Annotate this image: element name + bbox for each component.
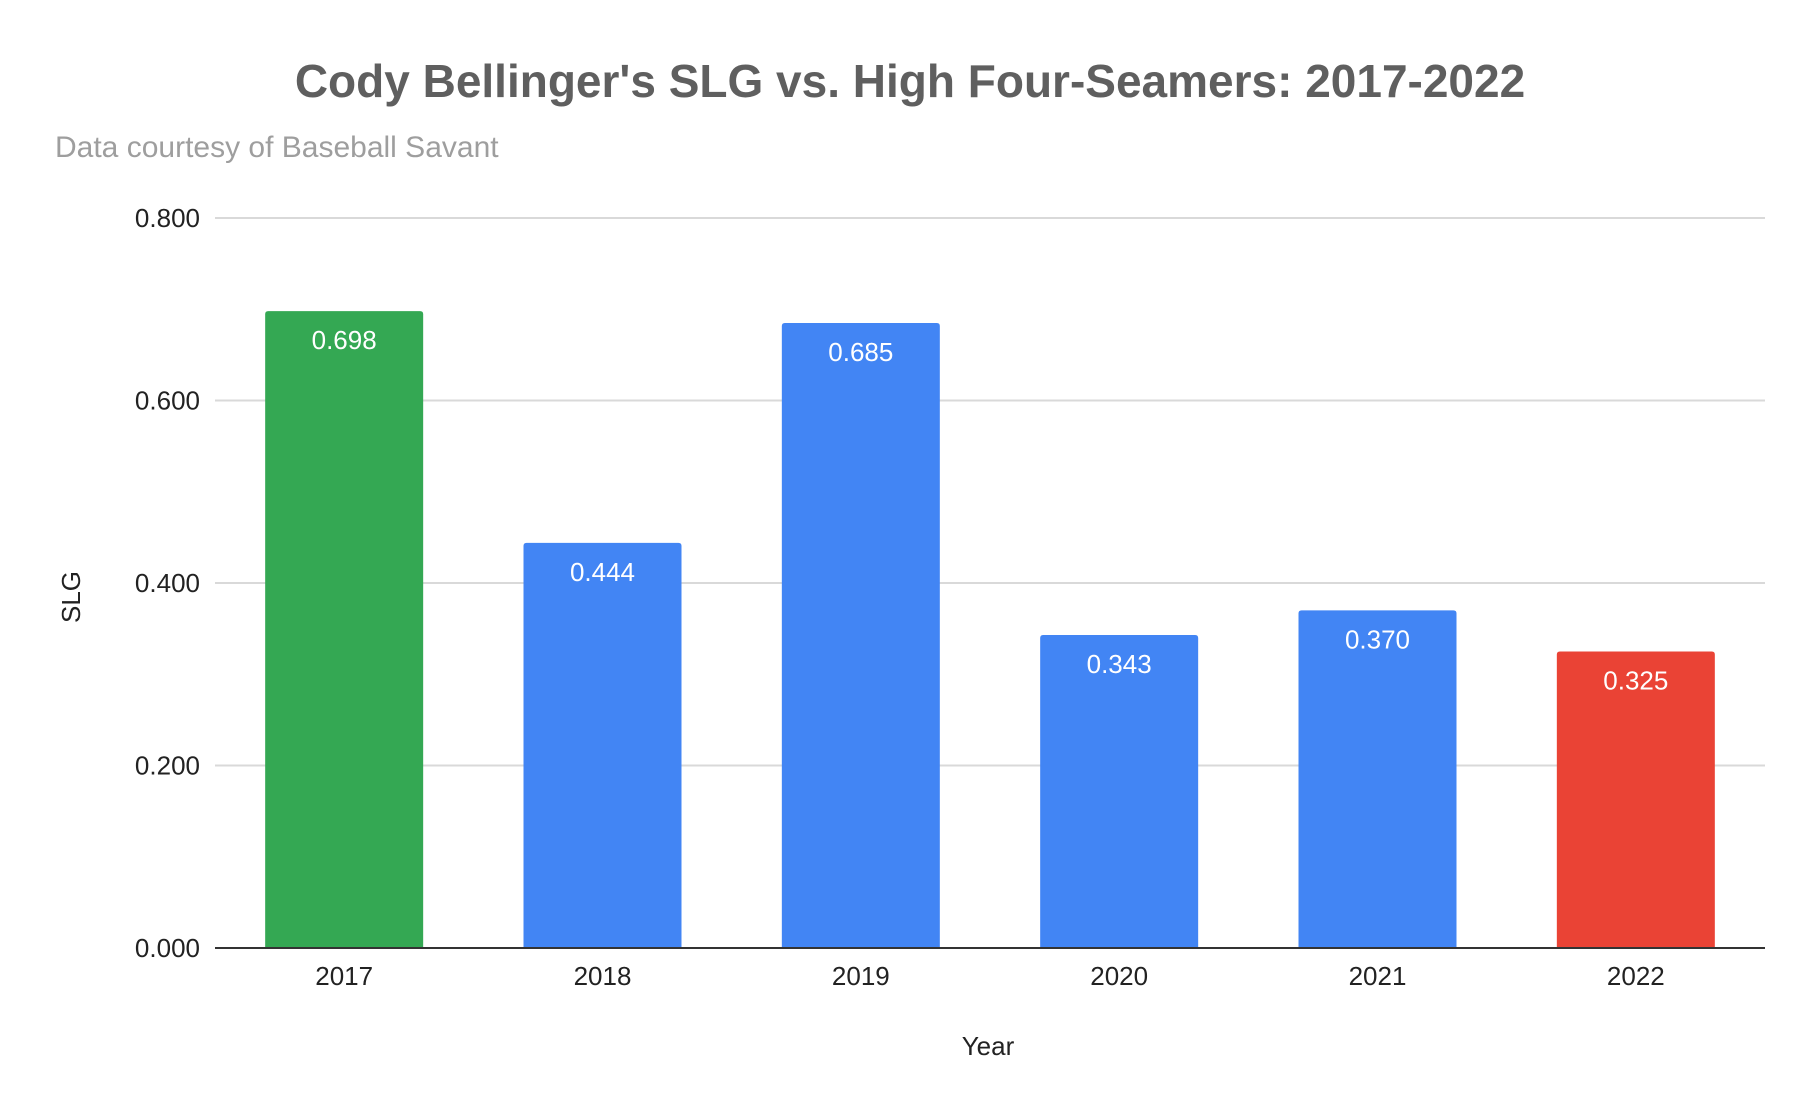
y-axis-label: SLG: [56, 571, 86, 623]
bar-2021: [1298, 610, 1457, 948]
x-tick-label: 2022: [1607, 961, 1665, 991]
bar-2020: [1040, 635, 1199, 948]
data-label-2017: 0.698: [312, 325, 377, 355]
bar-2017: [265, 311, 424, 948]
x-tick-label: 2017: [315, 961, 373, 991]
x-tick-label: 2020: [1090, 961, 1148, 991]
data-label-2021: 0.370: [1345, 624, 1410, 654]
data-label-2022: 0.325: [1603, 665, 1668, 695]
chart-title: Cody Bellinger's SLG vs. High Four-Seame…: [295, 55, 1525, 107]
x-tick-label: 2018: [574, 961, 632, 991]
bars: 0.698 0.444 0.685 0.343 0.370 0.325: [265, 311, 1715, 948]
x-tick-label: 2021: [1349, 961, 1407, 991]
y-tick-label: 0.600: [135, 386, 200, 416]
data-label-2020: 0.343: [1087, 649, 1152, 679]
y-tick-label: 0.800: [135, 203, 200, 233]
x-tick-label: 2019: [832, 961, 890, 991]
y-tick-label: 0.400: [135, 568, 200, 598]
bar-2019: [781, 322, 940, 948]
x-axis-ticks: 2017 2018 2019 2020 2021 2022: [215, 947, 1765, 991]
bar-2018: [523, 542, 682, 948]
data-label-2019: 0.685: [828, 337, 893, 367]
y-axis-ticks: 0.000 0.200 0.400 0.600 0.800: [135, 203, 200, 963]
y-tick-label: 0.200: [135, 751, 200, 781]
x-axis-label: Year: [962, 1031, 1015, 1061]
bar-2022: [1556, 651, 1715, 948]
gridlines: [215, 217, 1765, 767]
chart-subtitle: Data courtesy of Baseball Savant: [55, 131, 499, 164]
y-tick-label: 0.000: [135, 933, 200, 963]
data-label-2018: 0.444: [570, 557, 635, 587]
